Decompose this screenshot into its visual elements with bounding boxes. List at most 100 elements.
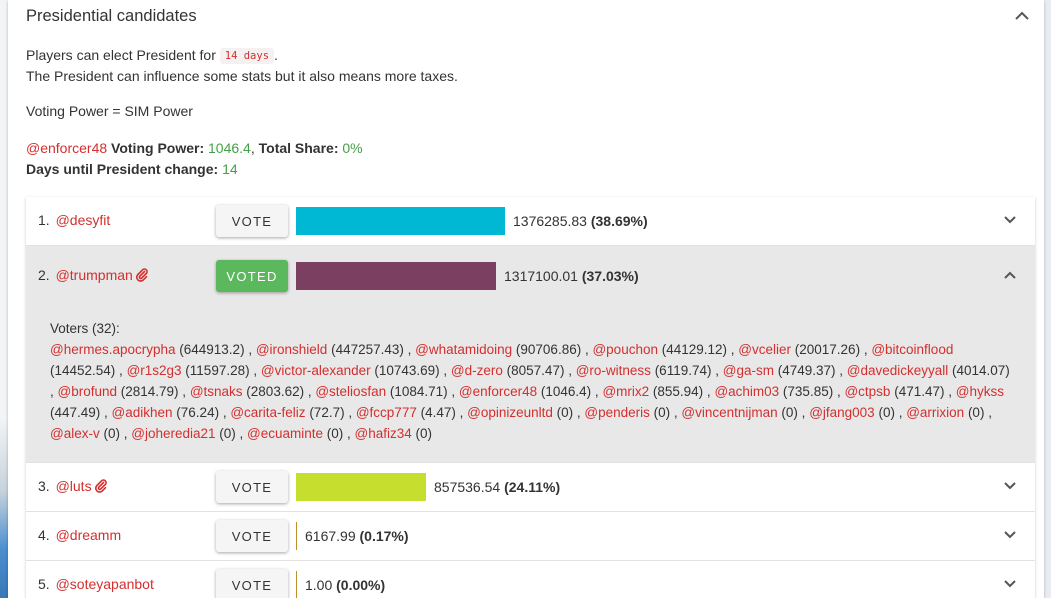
candidate-name-link[interactable]: @trumpman bbox=[55, 267, 133, 283]
voter-link[interactable]: @hermes.apocrypha bbox=[50, 342, 176, 357]
votes-number: 857536.54 bbox=[434, 479, 501, 495]
voted-button[interactable]: VOTED bbox=[216, 260, 288, 292]
voter-link[interactable]: @r1s2g3 bbox=[126, 363, 182, 378]
candidate-name-link[interactable]: @dreamm bbox=[55, 527, 122, 543]
voter-link[interactable]: @tsnaks bbox=[189, 384, 243, 399]
voter-link[interactable]: @penderis bbox=[584, 405, 650, 420]
vote-bar-fill bbox=[296, 571, 297, 598]
user-voting-stats: @enforcer48 Voting Power: 1046.4, Total … bbox=[26, 140, 363, 156]
voter-power: (447257.43) , bbox=[327, 342, 416, 357]
voter-power: (90706.86) , bbox=[512, 342, 593, 357]
voter-power: (2814.79) , bbox=[117, 384, 190, 399]
voter-link[interactable]: @victor-alexander bbox=[260, 363, 371, 378]
voter-link[interactable]: @steliosfan bbox=[315, 384, 387, 399]
voter-link[interactable]: @alex-v bbox=[50, 426, 100, 441]
days-chip: 14 days bbox=[219, 48, 275, 64]
candidate-row[interactable]: 1. @desyfit VOTE 1376285.83 (38.69%) bbox=[26, 197, 1035, 246]
candidate-row-expanded[interactable]: 2. @trumpman VOTED 1317100.01 (37.03%) V… bbox=[26, 246, 1035, 463]
voter-link[interactable]: @adikhen bbox=[111, 405, 173, 420]
voter-link[interactable]: @jfang003 bbox=[809, 405, 875, 420]
candidate-name-link[interactable]: @soteyapanbot bbox=[55, 576, 154, 592]
voter-link[interactable]: @davedickeyyall bbox=[846, 363, 949, 378]
voter-link[interactable]: @fccp777 bbox=[355, 405, 417, 420]
voter-link[interactable]: @ecuaminte bbox=[247, 426, 324, 441]
voter-power: (0) , bbox=[777, 405, 810, 420]
total-share-label: Total Share: bbox=[258, 140, 339, 156]
voter-power: (0) bbox=[411, 426, 433, 441]
chevron-down-icon[interactable] bbox=[1003, 579, 1017, 589]
paperclip-icon[interactable] bbox=[135, 268, 148, 282]
voter-link[interactable]: @ro-witness bbox=[575, 363, 651, 378]
voter-power: (2803.62) , bbox=[242, 384, 316, 399]
current-user-link[interactable]: @enforcer48 bbox=[26, 140, 108, 156]
votes-number: 1317100.01 bbox=[504, 268, 578, 284]
chevron-up-icon[interactable] bbox=[1003, 270, 1017, 280]
vote-button[interactable]: VOTE bbox=[216, 569, 288, 598]
vote-share-bar: 857536.54 (24.11%) bbox=[296, 473, 560, 501]
vote-button[interactable]: VOTE bbox=[216, 520, 288, 552]
voter-link[interactable]: @bitcoinflood bbox=[871, 342, 954, 357]
candidate-row[interactable]: 5. @soteyapanbot VOTE 1.00 (0.00%) bbox=[26, 561, 1035, 598]
chevron-down-icon[interactable] bbox=[1003, 530, 1017, 540]
voter-link[interactable]: @enforcer48 bbox=[458, 384, 538, 399]
rank-number: 2. bbox=[38, 267, 50, 283]
chevron-down-icon[interactable] bbox=[1003, 215, 1017, 225]
voter-link[interactable]: @carita-feliz bbox=[230, 405, 306, 420]
chevron-down-icon[interactable] bbox=[1003, 481, 1017, 491]
voter-list: @hermes.apocrypha (644913.2) , @ironshie… bbox=[50, 339, 1011, 444]
candidate-rank: 2. @trumpman bbox=[38, 267, 148, 283]
vote-total: 6167.99 (0.17%) bbox=[305, 528, 409, 544]
rank-number: 5. bbox=[38, 576, 50, 592]
vote-bar-fill bbox=[296, 207, 505, 235]
votes-number: 1376285.83 bbox=[513, 213, 587, 229]
vote-total: 1.00 (0.00%) bbox=[305, 577, 385, 593]
vote-total: 1317100.01 (37.03%) bbox=[504, 268, 639, 284]
candidate-name-link[interactable]: @desyfit bbox=[55, 212, 111, 228]
rank-number: 1. bbox=[38, 212, 50, 228]
voter-power: (6119.74) , bbox=[650, 363, 723, 378]
voter-power: (72.7) , bbox=[305, 405, 356, 420]
voter-link[interactable]: @pouchon bbox=[592, 342, 658, 357]
rank-number: 3. bbox=[38, 478, 50, 494]
vote-total: 1376285.83 (38.69%) bbox=[513, 213, 648, 229]
candidate-row[interactable]: 3. @luts VOTE 857536.54 (24.11%) bbox=[26, 463, 1035, 512]
candidate-row[interactable]: 4. @dreamm VOTE 6167.99 (0.17%) bbox=[26, 512, 1035, 561]
voter-power: (0) , bbox=[323, 426, 355, 441]
paperclip-icon[interactable] bbox=[94, 479, 107, 493]
total-share-value: 0% bbox=[342, 140, 363, 156]
voter-link[interactable]: @ga-sm bbox=[722, 363, 774, 378]
voter-power: (4014.07) , bbox=[50, 363, 1010, 399]
voter-power: (14452.54) , bbox=[50, 363, 127, 378]
chevron-up-icon[interactable] bbox=[1014, 9, 1030, 23]
voter-link[interactable]: @ironshield bbox=[255, 342, 328, 357]
votes-number: 6167.99 bbox=[305, 528, 356, 544]
voter-link[interactable]: @joheredia21 bbox=[131, 426, 216, 441]
panel-title: Presidential candidates bbox=[26, 7, 197, 25]
voter-power: (44129.12) , bbox=[657, 342, 739, 357]
days-value: 14 bbox=[222, 161, 238, 177]
vote-button[interactable]: VOTE bbox=[216, 205, 288, 237]
vote-percent: (37.03%) bbox=[581, 268, 639, 284]
voter-link[interactable]: @hykss bbox=[955, 384, 1004, 399]
candidate-rank: 5. @soteyapanbot bbox=[38, 576, 154, 592]
voter-link[interactable]: @vcelier bbox=[738, 342, 792, 357]
intro-prefix: Players can elect President for bbox=[26, 47, 216, 63]
candidate-rank: 4. @dreamm bbox=[38, 527, 121, 543]
intro-line2: The President can influence some stats b… bbox=[26, 68, 458, 84]
voter-link[interactable]: @brofund bbox=[57, 384, 118, 399]
voter-link[interactable]: @mrix2 bbox=[602, 384, 650, 399]
vote-button[interactable]: VOTE bbox=[216, 471, 288, 503]
voter-link[interactable]: @arrixion bbox=[906, 405, 965, 420]
voter-link[interactable]: @achim03 bbox=[714, 384, 780, 399]
voter-link[interactable]: @whatamidoing bbox=[415, 342, 513, 357]
voting-power-value: 1046.4 bbox=[208, 140, 251, 156]
voter-link[interactable]: @vincentnijman bbox=[681, 405, 778, 420]
voter-link[interactable]: @opinizeunltd bbox=[467, 405, 553, 420]
voter-power: (1046.4) , bbox=[537, 384, 603, 399]
voter-link[interactable]: @hafiz34 bbox=[354, 426, 412, 441]
vote-share-bar: 1.00 (0.00%) bbox=[296, 571, 385, 598]
voter-link[interactable]: @d-zero bbox=[450, 363, 503, 378]
candidate-name-link[interactable]: @luts bbox=[55, 478, 92, 494]
panel-header[interactable]: Presidential candidates bbox=[26, 5, 1044, 29]
voter-link[interactable]: @ctpsb bbox=[844, 384, 891, 399]
